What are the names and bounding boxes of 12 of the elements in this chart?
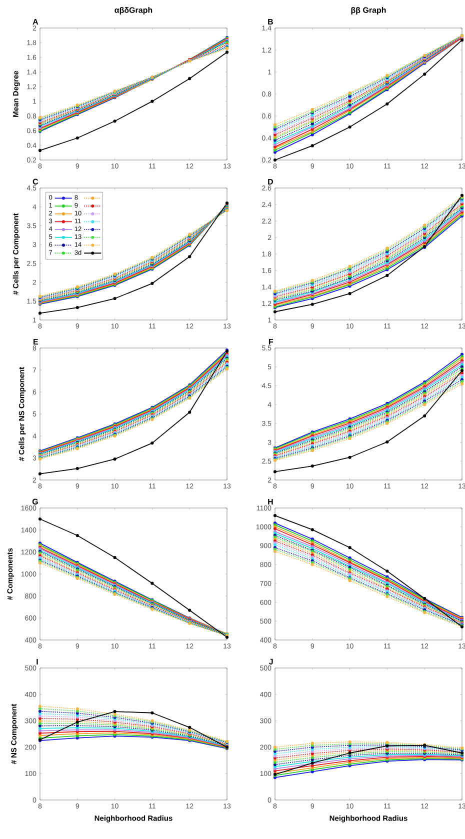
text: F (268, 338, 274, 344)
text: H (268, 498, 273, 504)
text: J (269, 658, 273, 664)
chart-title: αβδGraph (114, 7, 152, 14)
chart-title: ββ Graph (351, 7, 386, 14)
text: C (32, 178, 38, 184)
text: A (32, 18, 38, 24)
text: G (32, 498, 38, 504)
text: B (268, 18, 273, 24)
text: D (268, 178, 273, 184)
text: E (34, 338, 38, 344)
text: I (36, 658, 38, 664)
